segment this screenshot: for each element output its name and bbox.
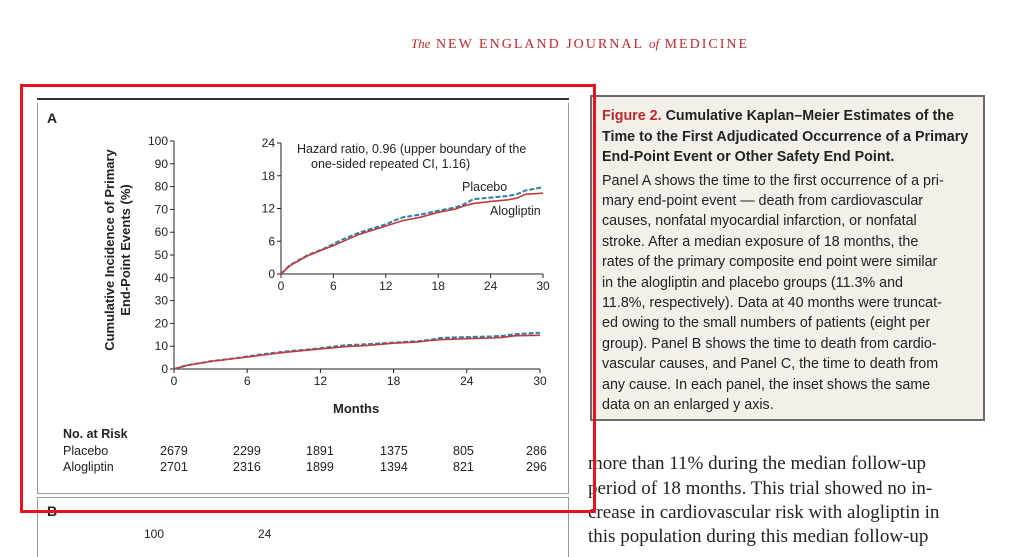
main-x-tick-label: 30 bbox=[533, 374, 547, 388]
body-text-line: this population during this median follo… bbox=[588, 526, 929, 547]
caption-body-line: in the alogliptin and placebo groups (11… bbox=[602, 274, 903, 291]
risk-cell: 2701 bbox=[160, 460, 188, 474]
inset-y-tick-label: 0 bbox=[268, 267, 275, 281]
caption-body-line: group). Panel B shows the time to death … bbox=[602, 335, 937, 352]
main-x-tick-label: 6 bbox=[244, 374, 251, 388]
risk-cell: 805 bbox=[453, 444, 474, 458]
risk-cell: 1891 bbox=[306, 444, 334, 458]
inset-x-tick-label: 12 bbox=[379, 279, 393, 293]
caption-title: Cumulative Kaplan–Meier Estimates of the bbox=[665, 108, 954, 124]
caption-body-line: Panel A shows the time to the first occu… bbox=[602, 172, 944, 189]
figure-caption: Figure 2. Cumulative Kaplan–Meier Estima… bbox=[590, 95, 985, 421]
caption-body-line: stroke. After a median exposure of 18 mo… bbox=[602, 233, 919, 250]
inset-y-tick-label: 24 bbox=[262, 136, 276, 150]
journal-masthead: The NEW ENGLAND JOURNAL of MEDICINE bbox=[410, 36, 750, 52]
panel-b-inset-y-tick: 24 bbox=[258, 527, 272, 541]
inset-annotation-line-1: Hazard ratio, 0.96 (upper boundary of th… bbox=[297, 142, 527, 156]
risk-cell: 2299 bbox=[233, 444, 261, 458]
inset-y-tick-label: 12 bbox=[262, 202, 276, 216]
inset-x-tick-label: 30 bbox=[536, 279, 550, 293]
main-y-tick-label: 60 bbox=[155, 225, 169, 239]
caption-body-line: vascular causes, and Panel C, the time t… bbox=[602, 356, 939, 373]
main-y-tick-label: 100 bbox=[148, 134, 168, 148]
panel-a-frame bbox=[37, 103, 569, 494]
body-text-line: crease in cardiovascular risk with alogl… bbox=[588, 502, 940, 523]
main-y-tick-label: 70 bbox=[155, 202, 169, 216]
risk-row-label-alogliptin: Alogliptin bbox=[63, 460, 114, 474]
main-y-tick-label: 20 bbox=[155, 316, 169, 330]
panel-b-y-tick: 100 bbox=[144, 527, 165, 541]
inset-y-tick-label: 18 bbox=[262, 169, 276, 183]
highlight-box bbox=[20, 84, 596, 513]
panel-a-label: A bbox=[47, 110, 58, 126]
risk-cell: 286 bbox=[526, 444, 547, 458]
risk-cell: 1899 bbox=[306, 460, 334, 474]
inset-x-tick-label: 24 bbox=[484, 279, 498, 293]
main-x-tick-label: 0 bbox=[171, 374, 178, 388]
risk-cell: 1375 bbox=[380, 444, 408, 458]
panel-b-frame bbox=[37, 497, 569, 557]
main-y-tick-label: 10 bbox=[155, 339, 169, 353]
legend-placebo: Placebo bbox=[462, 180, 508, 194]
caption-figure-number: Figure 2. bbox=[602, 108, 662, 124]
main-y-tick-label: 0 bbox=[161, 362, 168, 376]
main-y-tick-label: 80 bbox=[155, 180, 169, 194]
main-series-alogliptin bbox=[173, 334, 541, 370]
main-y-tick-label: 50 bbox=[155, 248, 169, 262]
inset-annotation-line-2: one-sided repeated CI, 1.16) bbox=[311, 157, 471, 171]
figure-top-rule bbox=[37, 98, 569, 100]
main-y-tick-label: 90 bbox=[155, 157, 169, 171]
body-text-line: more than 11% during the median follow-u… bbox=[588, 453, 927, 474]
inset-y-tick-label: 6 bbox=[268, 234, 275, 248]
main-y-tick-label: 40 bbox=[155, 271, 169, 285]
main-y-tick-label: 30 bbox=[155, 294, 169, 308]
inset-x-tick-label: 0 bbox=[278, 279, 285, 293]
caption-body-line: rates of the primary composite end point… bbox=[602, 254, 938, 271]
caption-title: Time to the First Adjudicated Occurrence… bbox=[602, 128, 969, 145]
caption-body-line: mary end-point event — death from cardio… bbox=[602, 192, 924, 209]
risk-cell: 1394 bbox=[380, 460, 408, 474]
caption-title: End-Point Event or Other Safety End Poin… bbox=[602, 149, 895, 165]
caption-body-line: data on an enlarged y axis. bbox=[602, 396, 774, 413]
caption-body-line: any cause. In each panel, the inset show… bbox=[602, 376, 931, 393]
risk-row-label-placebo: Placebo bbox=[63, 444, 109, 458]
x-axis-label: Months bbox=[333, 401, 380, 416]
main-x-tick-label: 18 bbox=[387, 374, 401, 388]
main-x-tick-label: 24 bbox=[460, 374, 474, 388]
inset-x-tick-label: 6 bbox=[330, 279, 337, 293]
caption-body-line: 11.8%, respectively). Data at 40 months … bbox=[602, 294, 942, 311]
caption-body-line: causes, nonfatal myocardial infarction, … bbox=[602, 213, 917, 230]
body-text-line: period of 18 months. This trial showed n… bbox=[588, 478, 933, 499]
risk-cell: 296 bbox=[526, 460, 547, 474]
caption-body-line: ed owing to the small numbers of patient… bbox=[602, 315, 931, 332]
inset-x-tick-label: 18 bbox=[432, 279, 446, 293]
inset-series-alogliptin bbox=[280, 192, 544, 275]
risk-cell: 2679 bbox=[160, 444, 188, 458]
main-x-tick-label: 12 bbox=[314, 374, 328, 388]
legend-alogliptin: Alogliptin bbox=[490, 204, 541, 218]
risk-cell: 821 bbox=[453, 460, 474, 474]
risk-cell: 2316 bbox=[233, 460, 261, 474]
risk-table-title: No. at Risk bbox=[63, 427, 128, 441]
